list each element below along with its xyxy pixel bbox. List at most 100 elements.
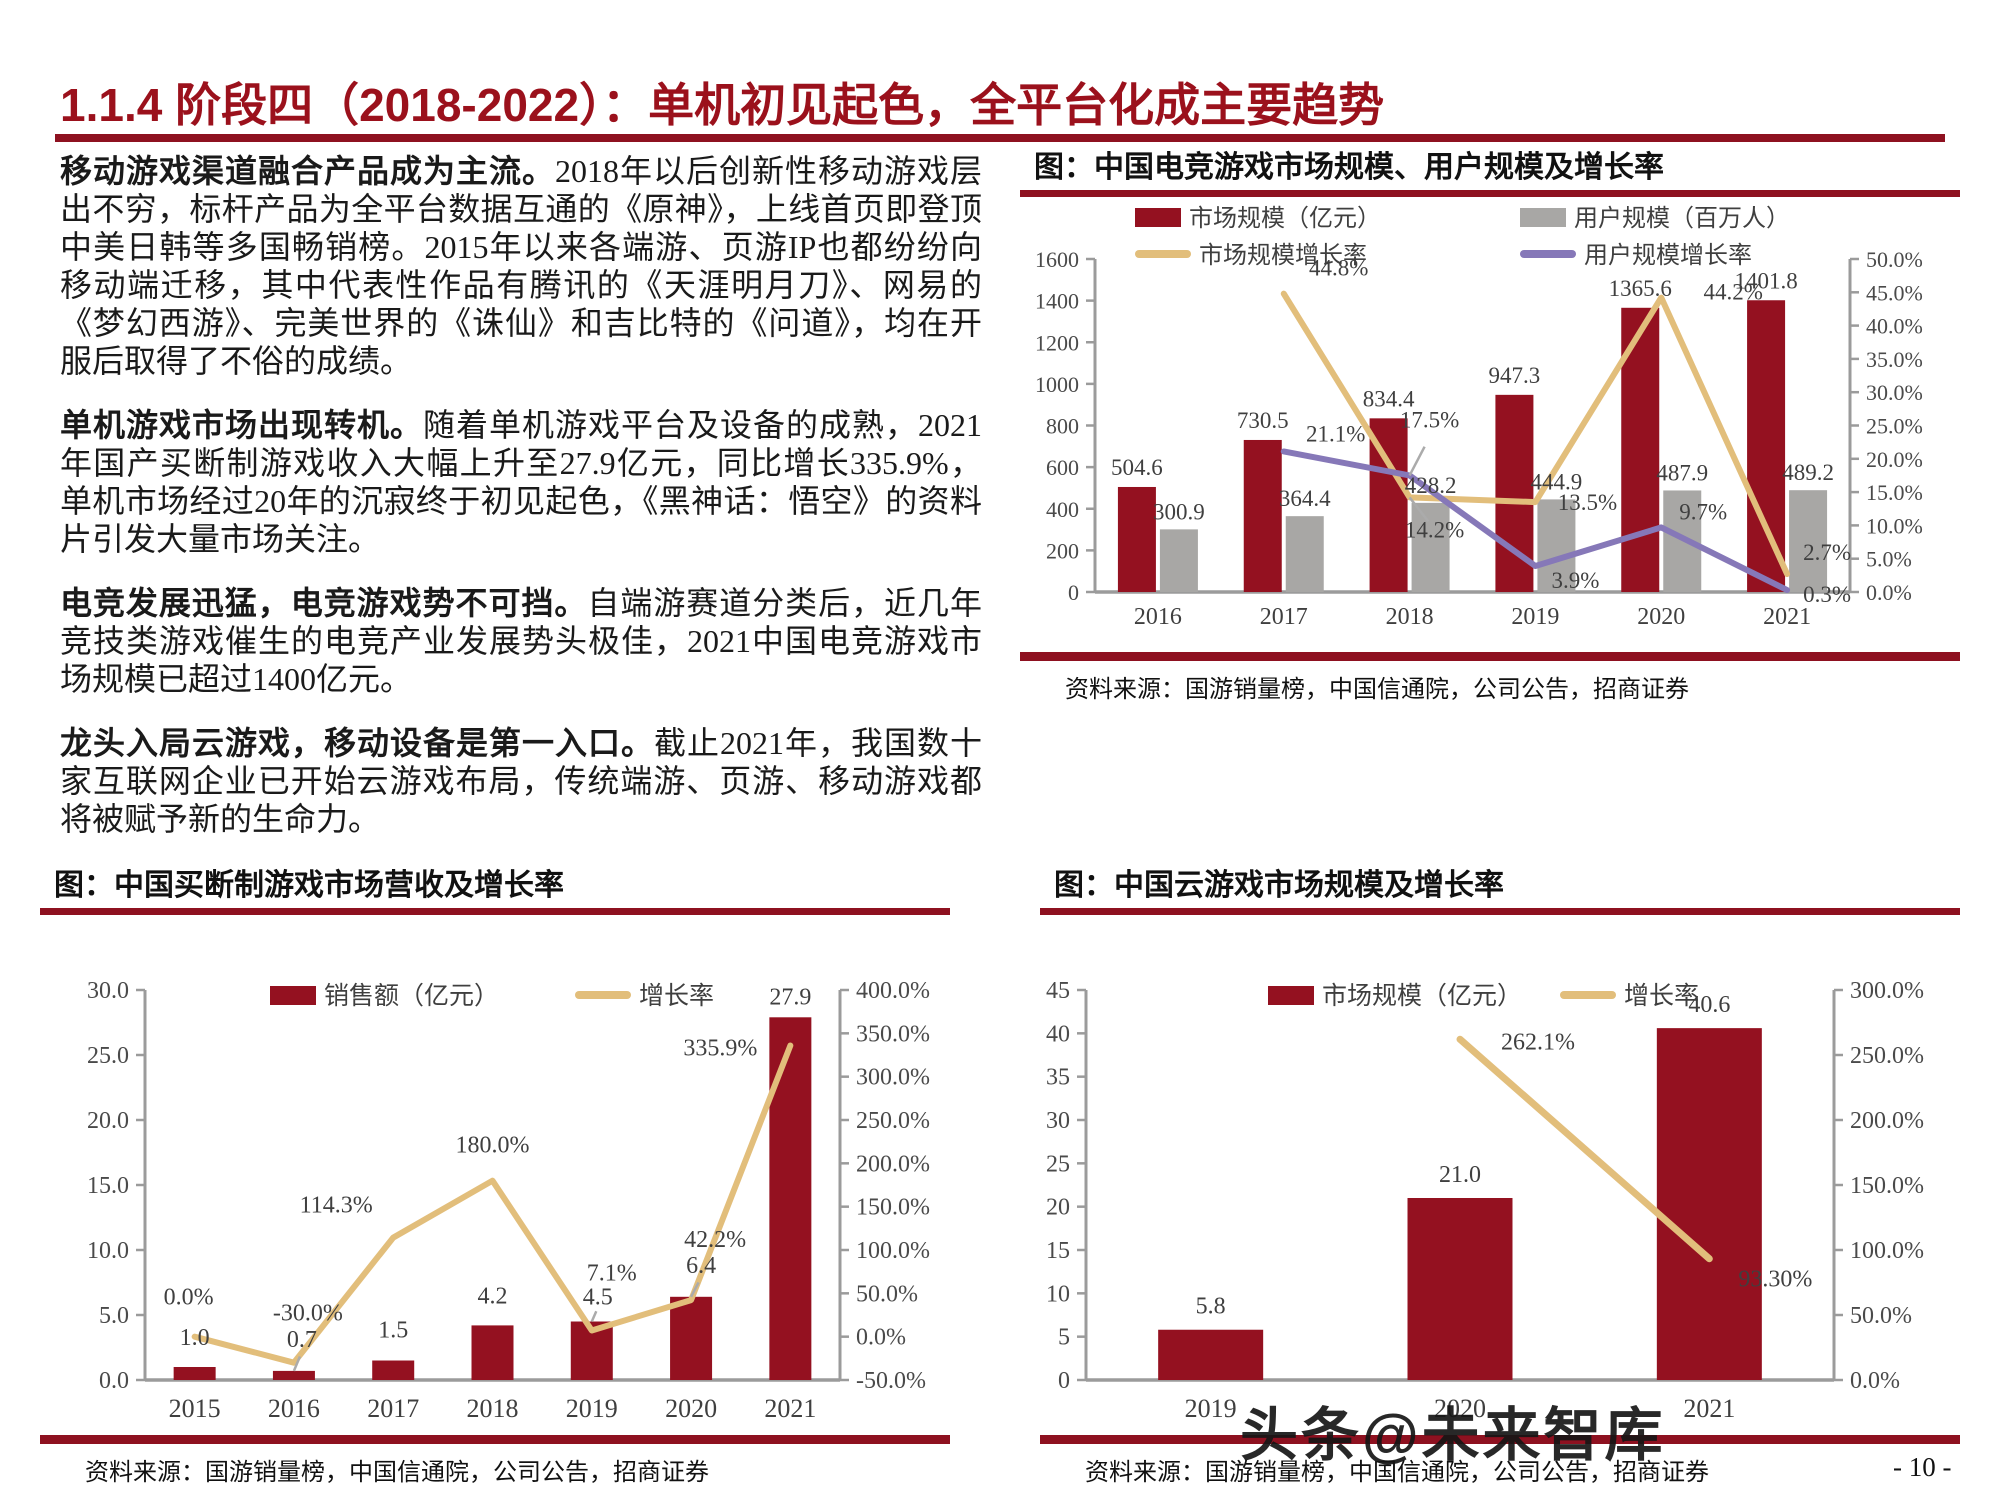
svg-text:2018: 2018	[467, 1394, 519, 1423]
esports-chart-block: 图：中国电竞游戏市场规模、用户规模及增长率 0 200 400 600 800 1000 1…	[1020, 150, 1960, 704]
legend-label: 市场规模（亿元）	[1322, 982, 1522, 1010]
data-label: 114.3%	[300, 1193, 373, 1219]
data-label: 13.5%	[1558, 490, 1617, 515]
data-label: 14.2%	[1405, 517, 1464, 542]
esports-chart-source: 资料来源：国游销量榜，中国信通院，公司公告，招商证券	[1065, 677, 1689, 703]
legend-label: 增长率	[1624, 982, 1699, 1010]
data-label: 21.0	[1439, 1162, 1481, 1188]
bar	[1747, 300, 1786, 592]
data-label: 487.9	[1656, 460, 1708, 485]
svg-text:2017: 2017	[1260, 604, 1308, 630]
svg-text:5.0: 5.0	[99, 1303, 129, 1329]
svg-text:25: 25	[1046, 1151, 1070, 1177]
svg-text:40.0%: 40.0%	[1866, 314, 1923, 339]
bar	[1243, 439, 1282, 592]
series-bars-0	[173, 1017, 812, 1380]
legend-swatch	[575, 991, 631, 999]
cloud-chart-footer-rule	[1040, 1435, 1960, 1444]
paragraph-lead: 龙头入局云游戏，移动设备是第一入口。	[60, 725, 654, 761]
page-number: - 10 -	[1893, 1452, 1952, 1482]
svg-text:2017: 2017	[367, 1394, 419, 1423]
data-label: 7.1%	[587, 1261, 637, 1287]
svg-text:2019: 2019	[566, 1394, 618, 1423]
bar	[1656, 1028, 1762, 1380]
svg-text:20: 20	[1046, 1195, 1070, 1221]
svg-text:1600: 1600	[1035, 247, 1079, 272]
svg-text:2020: 2020	[1434, 1394, 1486, 1423]
svg-text:2019: 2019	[1511, 604, 1559, 630]
paragraph-lead: 单机游戏市场出现转机。	[60, 407, 423, 443]
svg-text:0.0%: 0.0%	[1850, 1368, 1900, 1394]
svg-text:2021: 2021	[764, 1394, 816, 1423]
bar	[173, 1367, 216, 1380]
svg-text:5.0%: 5.0%	[1866, 547, 1912, 572]
svg-text:35: 35	[1046, 1065, 1070, 1091]
data-labels: 5.8 21.0 40.6 262.1% 93.30%	[1196, 992, 1813, 1320]
legend-swatch	[270, 986, 316, 1005]
data-label: 1.0	[180, 1325, 210, 1351]
svg-text:40: 40	[1046, 1021, 1070, 1047]
watermark: 头条@未来智库	[1240, 1403, 1666, 1468]
svg-text:10.0: 10.0	[87, 1238, 129, 1264]
svg-text:1200: 1200	[1035, 330, 1079, 355]
paragraph-body: 截止2021年，我国数十家互联网企业已开始云游戏布局，传统端游、页游、移动游戏都…	[60, 725, 982, 837]
svg-text:0.0: 0.0	[99, 1368, 129, 1394]
axes: 0 5 10 15 20 25 30 35 40 45 0.0% 50.0% 100.0% 150.0% 2…	[1046, 978, 1924, 1394]
bar	[372, 1360, 415, 1380]
svg-text:100.0%: 100.0%	[856, 1238, 930, 1264]
data-labels: 504.6 730.5 834.4 947.3 1365.6 1401.8 300.9 364…	[1111, 256, 1851, 607]
svg-text:1000: 1000	[1035, 372, 1079, 397]
data-label: 0.3%	[1803, 582, 1851, 607]
svg-text:50.0%: 50.0%	[1866, 247, 1923, 272]
cloud-chart-title: 图：中国云游戏市场规模及增长率	[1054, 869, 1504, 902]
data-label: 180.0%	[456, 1133, 530, 1159]
data-label: 834.4	[1363, 386, 1415, 411]
data-label: 9.7%	[1679, 499, 1727, 524]
bar	[1789, 490, 1828, 592]
bar	[1117, 486, 1156, 592]
svg-text:200.0%: 200.0%	[856, 1151, 930, 1177]
series-line-3	[1280, 448, 1791, 594]
svg-text:50.0%: 50.0%	[856, 1281, 918, 1307]
legend-label: 市场规模增长率	[1199, 242, 1367, 269]
svg-text:2018: 2018	[1386, 604, 1434, 630]
legend-swatch	[1135, 208, 1181, 227]
svg-text:2015: 2015	[169, 1394, 221, 1423]
svg-text:0: 0	[1058, 1368, 1070, 1394]
data-label: 93.30%	[1738, 1267, 1812, 1293]
data-label: 44.8%	[1309, 256, 1368, 281]
paragraph: 电竞发展迅猛，电竞游戏势不可挡。自端游赛道分类后，近几年竞技类游戏催生的电竞产业…	[60, 584, 982, 698]
bar	[670, 1296, 713, 1380]
svg-text:25.0: 25.0	[87, 1043, 129, 1069]
svg-text:15.0: 15.0	[87, 1173, 129, 1199]
svg-text:600: 600	[1046, 455, 1079, 480]
esports-chart-footer-rule	[1020, 652, 1960, 661]
svg-text:2020: 2020	[1637, 604, 1685, 630]
data-label: 300.9	[1153, 499, 1205, 524]
cloud-chart-canvas: 0 5 10 15 20 25 30 35 40 45 0.0% 50.0% 100.0% 150.0% 2…	[1046, 978, 1924, 1423]
bar	[1537, 499, 1576, 592]
svg-text:2019: 2019	[1185, 1394, 1237, 1423]
bar	[1158, 1329, 1264, 1380]
data-label: 504.6	[1111, 455, 1163, 480]
buyout-chart-source: 资料来源：国游销量榜，中国信通院，公司公告，招商证券	[85, 1460, 709, 1486]
legend-swatch	[1268, 986, 1314, 1005]
svg-text:200.0%: 200.0%	[1850, 1108, 1924, 1134]
data-label: 947.3	[1489, 363, 1541, 388]
legend-label: 销售额（亿元）	[324, 982, 499, 1010]
legend-label: 市场规模（亿元）	[1189, 205, 1381, 232]
bar	[471, 1325, 514, 1380]
legend-swatch	[1135, 250, 1191, 258]
svg-text:2021: 2021	[1763, 604, 1811, 630]
paragraph-body: 随着单机游戏平台及设备的成熟，2021年国产买断制游戏收入大幅上升至27.9亿元…	[60, 407, 982, 557]
paragraph: 单机游戏市场出现转机。随着单机游戏平台及设备的成熟，2021年国产买断制游戏收入…	[60, 406, 982, 558]
svg-text:2021: 2021	[1683, 1394, 1735, 1423]
data-label: 1365.6	[1609, 276, 1672, 301]
svg-text:15: 15	[1046, 1238, 1070, 1264]
data-label: 4.2	[478, 1283, 508, 1309]
svg-text:300.0%: 300.0%	[1850, 978, 1924, 1004]
data-label: 0.0%	[164, 1285, 214, 1311]
buyout-chart-block: 图：中国买断制游戏市场营收及增长率 0.0 5.0 10.0 15.0 20.0 25.0…	[40, 868, 950, 1487]
svg-text:400: 400	[1046, 497, 1079, 522]
bar	[1411, 502, 1450, 592]
